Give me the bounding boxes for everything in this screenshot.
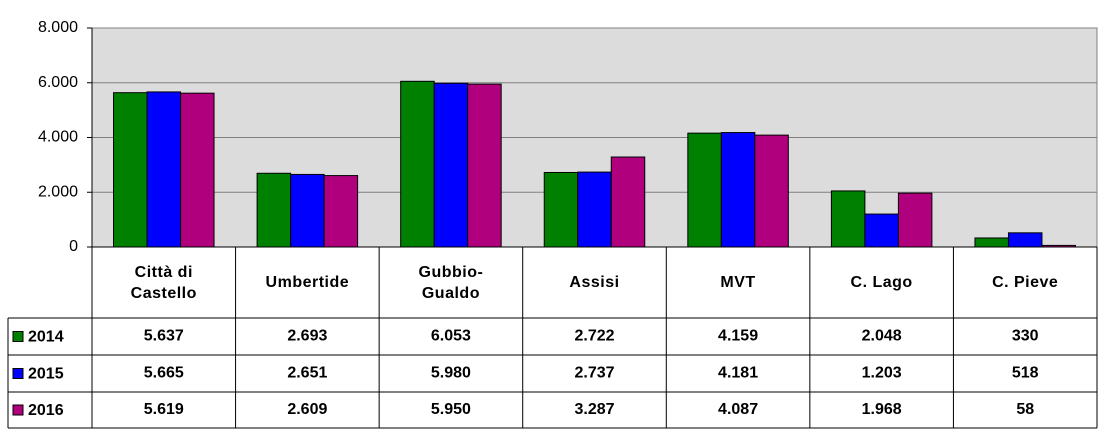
- bar: [897, 192, 933, 248]
- category-text: Gubbio-Gualdo: [418, 263, 484, 302]
- category-text: Assisi: [569, 274, 620, 291]
- table-value: 4.087: [718, 401, 758, 418]
- bar: [754, 134, 789, 248]
- table-value: 2.048: [862, 328, 902, 345]
- category-label: MVT: [666, 247, 810, 318]
- legend-swatch: [12, 404, 24, 416]
- legend-label: 2014: [28, 329, 64, 346]
- y-tick-label: 0: [69, 238, 78, 255]
- category-label: C. Pieve: [953, 247, 1097, 318]
- table-value: 2.651: [287, 365, 327, 382]
- bar: [290, 173, 325, 248]
- table-value: 518: [1012, 365, 1039, 382]
- table-value: 5.619: [144, 401, 184, 418]
- category-label: Umbertide: [236, 247, 380, 318]
- table-value: 6.053: [431, 328, 471, 345]
- legend-label: 2016: [28, 402, 64, 419]
- bar: [1007, 232, 1043, 248]
- bar: [400, 80, 435, 248]
- category-label: C. Lago: [810, 247, 954, 318]
- legend-swatch: [12, 368, 24, 379]
- category-text: MVT: [720, 274, 756, 291]
- y-tick-label: 2.000: [38, 183, 78, 200]
- legend-swatch: [12, 331, 24, 342]
- category-label: Città di Castello: [92, 247, 236, 318]
- bar: [256, 172, 292, 248]
- bar: [687, 132, 722, 248]
- table-value: 5.950: [431, 401, 471, 418]
- table-value: 5.980: [431, 365, 471, 382]
- bar: [467, 83, 502, 248]
- table-value: 1.968: [862, 401, 902, 418]
- table-value: 1.203: [862, 365, 902, 382]
- bar: [543, 171, 579, 248]
- bar: [113, 92, 148, 248]
- bar: [864, 213, 899, 248]
- table-value: 2.609: [287, 401, 327, 418]
- table-value: 4.181: [718, 365, 758, 382]
- bar: [720, 132, 756, 248]
- table-value: 4.159: [718, 328, 758, 345]
- table-value: 5.637: [144, 328, 184, 345]
- category-label: Gubbio-Gualdo: [379, 247, 523, 318]
- table-value: 330: [1012, 328, 1039, 345]
- bar: [180, 92, 215, 248]
- table-value: 5.665: [144, 365, 184, 382]
- category-text: C. Lago: [850, 274, 913, 291]
- table-value: 3.287: [574, 401, 614, 418]
- y-tick-label: 8.000: [38, 19, 78, 36]
- y-tick-label: 6.000: [38, 74, 78, 91]
- category-label: Assisi: [523, 247, 667, 318]
- bar: [610, 156, 646, 248]
- table-value: 2.722: [574, 328, 614, 345]
- bar: [433, 82, 469, 248]
- bar: [146, 91, 182, 248]
- y-tick-label: 4.000: [38, 129, 78, 146]
- bar: [830, 190, 866, 248]
- bar: [577, 171, 612, 248]
- table-value: 2.693: [287, 328, 327, 345]
- category-text: C. Pieve: [992, 274, 1059, 291]
- table-value: 2.737: [574, 365, 614, 382]
- category-text: Città di Castello: [130, 263, 197, 302]
- bar: [323, 175, 359, 248]
- bar: [974, 237, 1009, 248]
- legend-label: 2015: [28, 366, 64, 383]
- table-value: 58: [1016, 401, 1034, 418]
- category-text: Umbertide: [265, 274, 350, 291]
